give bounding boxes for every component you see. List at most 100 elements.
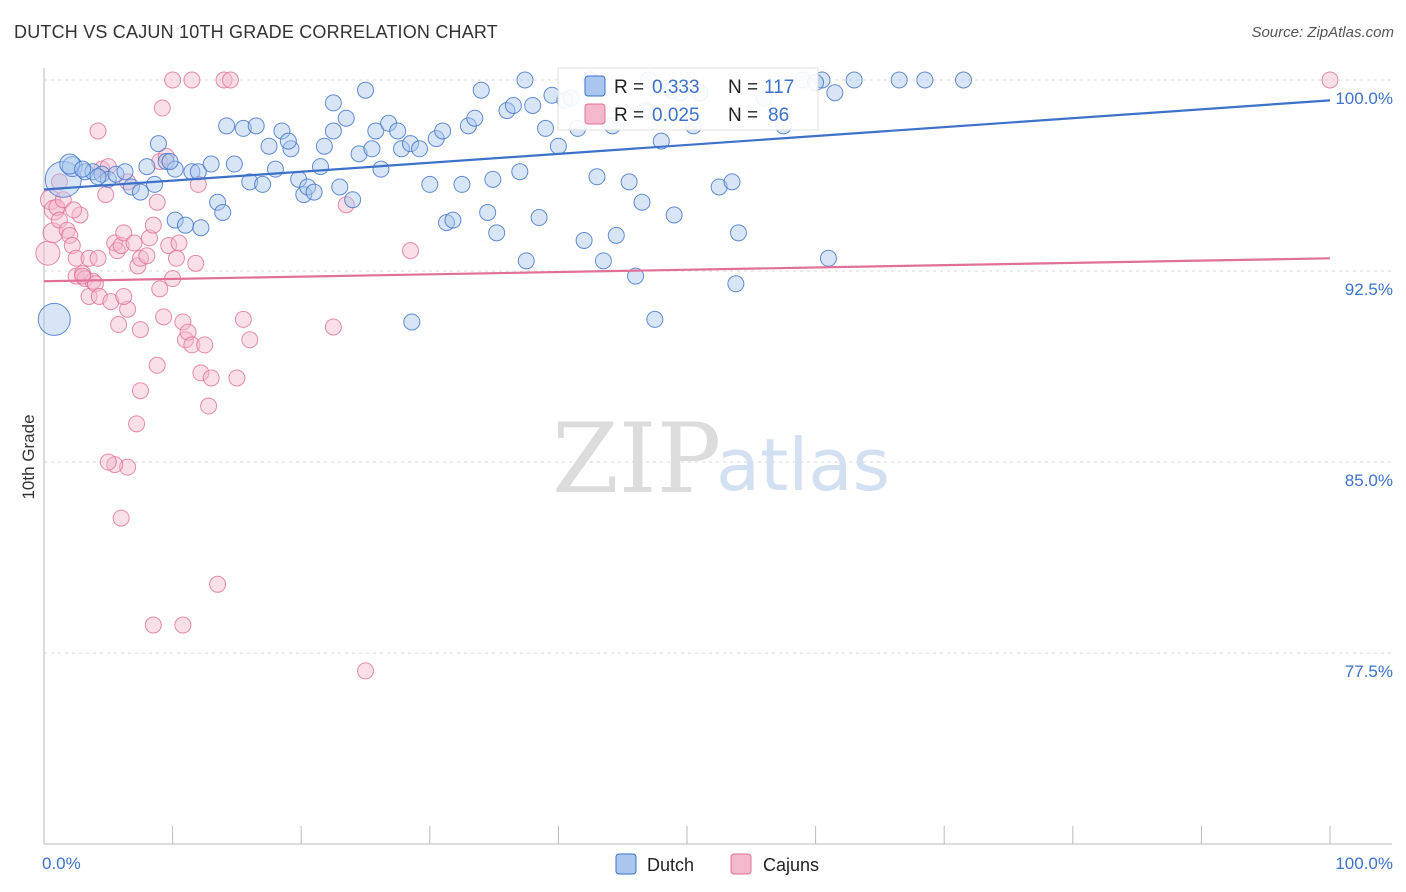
trend-lines <box>43 99 1331 283</box>
dutch-point <box>819 249 837 267</box>
y-axis-tick-labels: 100.0% 92.5% 85.0% 77.5% <box>1335 89 1393 681</box>
dutch-point <box>273 122 291 140</box>
legend-dutch-label: Dutch <box>647 855 694 875</box>
dutch-n-label: N = <box>728 77 758 98</box>
cajun-legend-swatch <box>584 103 606 125</box>
dutch-point <box>234 119 252 137</box>
cajun-point <box>179 323 197 341</box>
stats-legend: R = 0.333 N = 117 R = 0.025 N = 86 <box>557 67 819 131</box>
cajun-point <box>138 247 156 265</box>
y-tick-label-0: 100.0% <box>1335 89 1393 108</box>
cajun-point <box>241 331 259 349</box>
dutch-point <box>324 94 342 112</box>
cajun-point <box>115 224 133 242</box>
dutch-point <box>214 203 232 221</box>
cajun-point <box>112 509 130 527</box>
cajun-point <box>215 71 233 89</box>
dutch-point <box>225 155 243 173</box>
cajun-point <box>61 226 79 244</box>
dutch-point <box>116 163 134 181</box>
dutch-point <box>202 155 220 173</box>
cajun-point <box>97 186 115 204</box>
dutch-point <box>305 183 323 201</box>
watermark-atlas: atlas <box>716 423 890 507</box>
dutch-point <box>372 160 390 178</box>
dutch-point <box>403 313 421 331</box>
dutch-point <box>729 224 747 242</box>
dutch-point <box>845 71 863 89</box>
dutch-point <box>131 183 149 201</box>
dutch-point <box>633 193 651 211</box>
cajun-point <box>196 336 214 354</box>
dutch-point <box>826 84 844 102</box>
cajun-point <box>54 191 72 209</box>
x-tick-label-max: 100.0% <box>1335 854 1393 873</box>
legend-dutch-swatch <box>615 853 637 875</box>
dutch-point <box>504 96 522 114</box>
dutch-point <box>646 310 664 328</box>
dutch-point <box>74 160 92 178</box>
cajun-r-label: R = <box>614 105 644 126</box>
cajun-point <box>89 122 107 140</box>
dutch-point <box>367 122 385 140</box>
cajun-point <box>102 293 120 311</box>
dutch-point <box>279 132 297 150</box>
dutch-trend-line <box>43 99 1331 191</box>
cajun-n-value: 86 <box>768 105 789 126</box>
dutch-point <box>516 71 534 89</box>
dutch-point <box>311 158 329 176</box>
dutch-point <box>517 252 535 270</box>
cajun-point <box>170 234 188 252</box>
dutch-point <box>575 231 593 249</box>
chart-source: Source: ZipAtlas.com <box>1251 24 1394 41</box>
cajun-point <box>228 369 246 387</box>
cajun-point <box>200 397 218 415</box>
dutch-point <box>295 186 313 204</box>
cajun-point <box>119 458 137 476</box>
dutch-point <box>161 153 179 171</box>
cajun-point <box>110 316 128 334</box>
legend-cajuns-label: Cajuns <box>763 855 819 875</box>
dutch-point <box>389 122 407 140</box>
cajun-point <box>140 229 158 247</box>
dutch-point <box>537 119 555 137</box>
y-axis-label: 10th Grade <box>19 414 38 499</box>
cajun-series-points <box>35 71 1339 680</box>
dutch-point <box>549 137 567 155</box>
dutch-point <box>421 175 439 193</box>
y-tick-label-2: 85.0% <box>1345 471 1393 490</box>
dutch-point <box>324 122 342 140</box>
dutch-point <box>890 71 908 89</box>
dutch-point <box>472 81 490 99</box>
dutch-point <box>89 168 107 186</box>
cajun-point <box>209 575 227 593</box>
dutch-point <box>146 175 164 193</box>
grid-lines <box>44 79 1392 654</box>
dutch-point <box>530 209 548 227</box>
cajun-r-value: 0.025 <box>652 105 700 126</box>
cajun-point <box>131 382 149 400</box>
cajun-point <box>35 240 61 266</box>
dutch-point <box>588 168 606 186</box>
x-tick-label-min: 0.0% <box>42 854 81 873</box>
watermark-zip: ZIP <box>552 403 721 515</box>
cajun-point <box>183 71 201 89</box>
cajun-point <box>160 237 178 255</box>
cajun-point <box>115 287 133 305</box>
dutch-point <box>479 203 497 221</box>
dutch-point <box>594 252 612 270</box>
dutch-point <box>37 302 71 336</box>
dutch-point <box>524 96 542 114</box>
dutch-point <box>723 173 741 191</box>
dutch-point <box>337 109 355 127</box>
dutch-point <box>254 175 272 193</box>
cajun-point <box>402 242 420 260</box>
cajun-point <box>234 310 252 328</box>
dutch-point <box>241 173 259 191</box>
dutch-point <box>350 145 368 163</box>
dutch-point <box>260 137 278 155</box>
dutch-point <box>434 122 452 140</box>
series-legend: Dutch Cajuns <box>615 853 819 875</box>
dutch-point <box>247 117 265 135</box>
dutch-point <box>315 137 333 155</box>
